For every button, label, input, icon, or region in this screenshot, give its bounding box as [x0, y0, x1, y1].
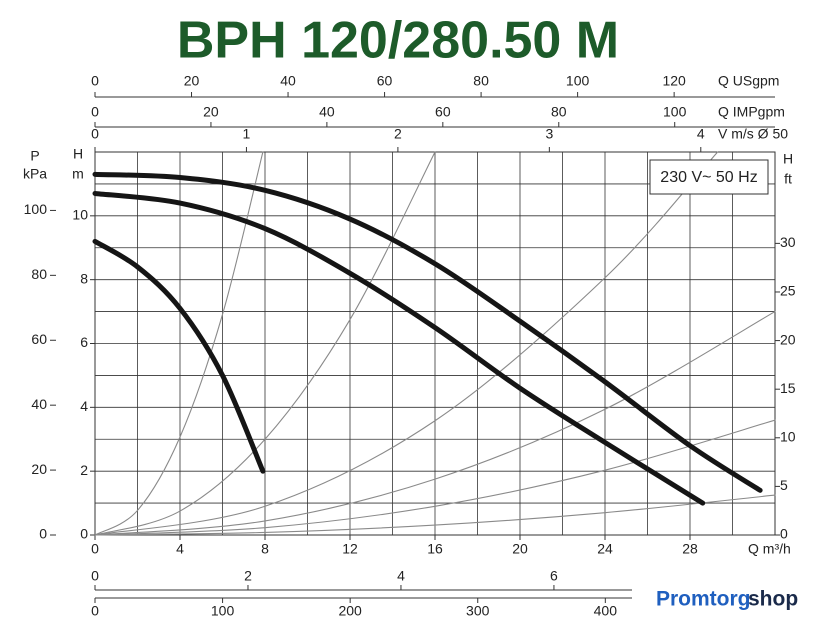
- left-tick-label: 80: [31, 266, 47, 282]
- x-tick-label: 20: [512, 541, 528, 557]
- x-tick-label: 0: [91, 541, 99, 557]
- right-tick-label: 30: [780, 234, 796, 250]
- top-tick-label: 40: [319, 104, 335, 120]
- top-axis-label: Q IMPgpm: [718, 104, 785, 120]
- top-tick-label: 20: [184, 73, 200, 89]
- system-curve: [94, 494, 776, 536]
- top-tick-label: 4: [697, 126, 705, 142]
- pump-curve: [92, 190, 706, 506]
- top-tick-label: 0: [91, 126, 99, 142]
- right-tick-label: 0: [780, 526, 788, 542]
- y-axis-symbol: H: [73, 146, 83, 162]
- x-tick-label: 4: [176, 541, 184, 557]
- y-tick-label: 4: [80, 398, 88, 414]
- annotation: 230 V~ 50 Hz: [660, 169, 757, 186]
- top-tick-label: 100: [663, 104, 687, 120]
- pump-curve: [92, 171, 763, 493]
- left-tick-label: 0: [39, 526, 47, 542]
- bottom-tick-label: 300: [466, 603, 490, 619]
- y-tick-label: 6: [80, 334, 88, 350]
- top-tick-label: 100: [566, 73, 590, 89]
- system-curve: [94, 419, 776, 536]
- x-tick-label: 28: [682, 541, 698, 557]
- bottom-tick-label: 200: [338, 603, 362, 619]
- top-tick-label: 1: [243, 126, 251, 142]
- x-axis-label: Q m³/h: [748, 541, 791, 557]
- y-axis-unit: m: [72, 166, 84, 182]
- system-curve: [94, 311, 776, 536]
- system-curve: [94, 151, 264, 536]
- pump-curve: [92, 238, 266, 474]
- bottom-tick-label: 100: [211, 603, 235, 619]
- right-axis-unit: ft: [784, 171, 792, 187]
- top-tick-label: 60: [435, 104, 451, 120]
- top-tick-label: 60: [377, 73, 393, 89]
- bottom-tick-label: 4: [397, 568, 405, 584]
- y-tick-label: 8: [80, 270, 88, 286]
- bottom-tick-label: 6: [550, 568, 558, 584]
- x-tick-label: 24: [597, 541, 613, 557]
- top-tick-label: 80: [551, 104, 567, 120]
- left-axis-unit: kPa: [23, 166, 47, 182]
- right-tick-label: 5: [780, 477, 788, 493]
- right-axis-symbol: H: [783, 151, 793, 167]
- y-tick-label: 2: [80, 462, 88, 478]
- bottom-tick-label: 0: [91, 603, 99, 619]
- left-axis-symbol: P: [30, 148, 39, 164]
- left-tick-label: 100: [24, 201, 48, 217]
- x-tick-label: 8: [261, 541, 269, 557]
- right-tick-label: 25: [780, 283, 796, 299]
- logo-brand: Promtorg: [656, 588, 751, 611]
- bottom-tick-label: 2: [244, 568, 252, 584]
- right-tick-label: 20: [780, 331, 796, 347]
- y-tick-label: 10: [72, 207, 88, 223]
- top-axis-label: V m/s Ø 50: [718, 126, 788, 142]
- logo-suffix: shop: [748, 588, 798, 611]
- top-tick-label: 2: [394, 126, 402, 142]
- annotation-box: [649, 159, 769, 195]
- top-tick-label: 120: [662, 73, 686, 89]
- chart-title: BPH 120/280.50 M: [177, 12, 619, 70]
- top-tick-label: 0: [91, 104, 99, 120]
- top-tick-label: 3: [545, 126, 553, 142]
- x-tick-label: 16: [427, 541, 443, 557]
- x-tick-label: 12: [342, 541, 358, 557]
- top-tick-label: 0: [91, 73, 99, 89]
- bottom-tick-label: 0: [91, 568, 99, 584]
- top-tick-label: 40: [280, 73, 296, 89]
- system-curve: [94, 151, 719, 536]
- left-tick-label: 60: [31, 331, 47, 347]
- top-tick-label: 20: [203, 104, 219, 120]
- system-curve: [94, 151, 436, 536]
- left-tick-label: 20: [31, 461, 47, 477]
- top-tick-label: 80: [473, 73, 489, 89]
- right-tick-label: 15: [780, 380, 796, 396]
- right-tick-label: 10: [780, 428, 796, 444]
- left-tick-label: 40: [31, 396, 47, 412]
- top-axis-label: Q USgpm: [718, 73, 779, 89]
- bottom-tick-label: 400: [594, 603, 618, 619]
- y-tick-label: 0: [80, 526, 88, 542]
